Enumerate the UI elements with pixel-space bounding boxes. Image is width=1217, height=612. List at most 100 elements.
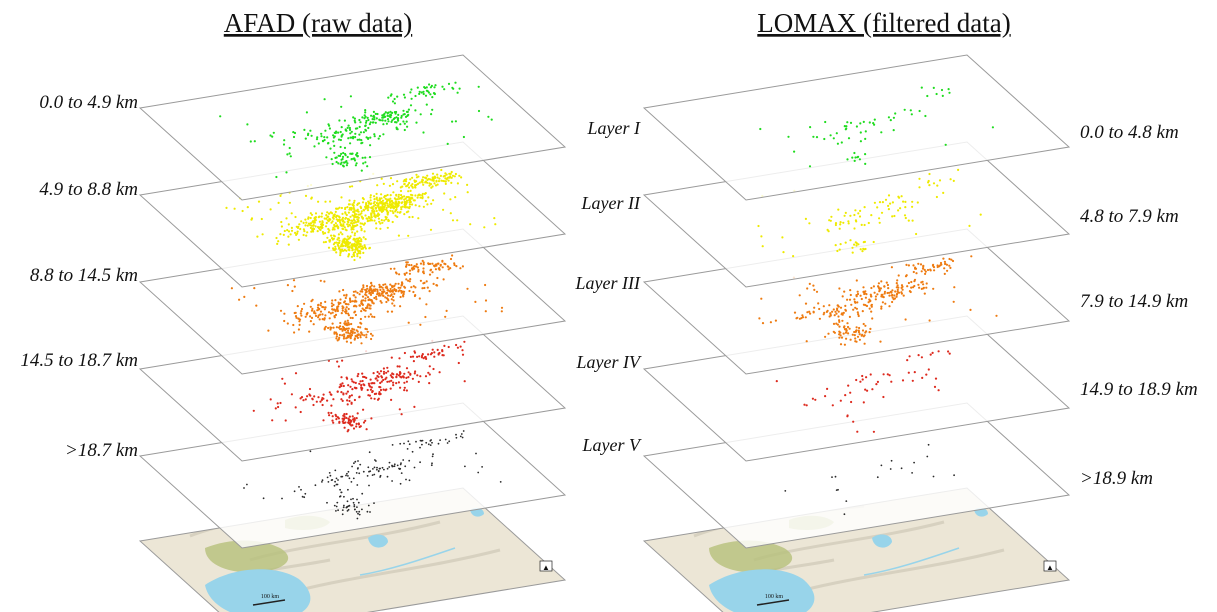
epicenter-dot xyxy=(846,325,850,329)
epicenter-dot xyxy=(302,399,305,402)
epicenter-dot xyxy=(904,318,907,321)
epicenter-dot xyxy=(894,290,897,293)
epicenter-dot xyxy=(403,200,406,203)
epicenter-dot xyxy=(408,443,411,446)
epicenter-dot xyxy=(345,249,348,252)
epicenter-dot xyxy=(396,373,399,376)
scale-bar-line xyxy=(756,599,790,606)
epicenter-dot xyxy=(402,93,406,96)
epicenter-dot xyxy=(350,378,353,381)
epicenter-dot xyxy=(353,508,356,511)
epicenter-dot xyxy=(858,338,862,341)
epicenter-dot xyxy=(925,286,928,289)
epicenter-dot xyxy=(348,185,352,188)
epicenter-dot xyxy=(857,155,860,158)
epicenter-dot xyxy=(387,205,390,208)
epicenter-dot xyxy=(831,404,834,407)
epicenter-dot xyxy=(352,501,355,504)
epicenter-dot xyxy=(843,214,846,217)
epicenter-dot xyxy=(400,114,403,118)
epicenter-dot xyxy=(892,116,896,119)
epicenter-dot xyxy=(387,111,390,114)
epicenter-dot xyxy=(347,211,350,214)
epicenter-dot xyxy=(855,242,858,245)
epicenter-dot xyxy=(418,355,421,358)
epicenter-dot xyxy=(356,467,359,470)
epicenter-dot xyxy=(367,204,370,207)
epicenter-dot xyxy=(403,96,406,99)
epicenter-dot xyxy=(949,266,952,269)
epicenter-dot xyxy=(377,397,380,400)
epicenter-dot xyxy=(345,412,348,416)
epicenter-dot xyxy=(853,159,856,162)
epicenter-dot xyxy=(317,396,320,399)
epicenter-dot xyxy=(348,203,351,206)
epicenter-dot xyxy=(349,423,352,426)
epicenter-dot xyxy=(347,505,350,507)
epicenter-dot xyxy=(903,214,907,217)
epicenter-dot xyxy=(337,227,340,230)
epicenter-dot xyxy=(408,269,412,272)
epicenter-dot xyxy=(299,397,302,400)
epicenter-dot xyxy=(359,463,362,466)
epicenter-dot xyxy=(356,291,359,294)
epicenter-dot xyxy=(801,316,805,319)
epicenter-dot xyxy=(372,121,375,124)
epicenter-dot xyxy=(499,481,502,483)
epicenter-dot xyxy=(396,95,399,98)
epicenter-dot xyxy=(335,207,338,210)
epicenter-dot xyxy=(309,212,312,215)
afad-depth-label-2: 4.9 to 8.8 km xyxy=(39,179,138,200)
epicenter-dot xyxy=(345,331,348,334)
epicenter-dot xyxy=(345,164,348,167)
epicenter-dot xyxy=(394,198,397,201)
epicenter-dot xyxy=(246,483,248,486)
epicenter-dot xyxy=(230,287,233,290)
epicenter-dot xyxy=(348,245,351,248)
epicenter-dot xyxy=(341,334,344,337)
epicenter-dot xyxy=(350,334,353,337)
epicenter-dot xyxy=(869,327,872,330)
epicenter-dot xyxy=(878,221,881,224)
epicenter-dot xyxy=(433,182,436,185)
epicenter-dot xyxy=(367,382,370,385)
epicenter-dot xyxy=(386,226,389,229)
epicenter-dot xyxy=(304,218,307,221)
epicenter-dot xyxy=(403,122,406,125)
epicenter-dot xyxy=(835,322,838,325)
epicenter-dot xyxy=(243,487,245,489)
epicenter-dot xyxy=(403,203,406,206)
epicenter-dot xyxy=(392,117,395,121)
epicenter-dot xyxy=(858,158,862,161)
epicenter-dot xyxy=(318,220,321,223)
epicenter-dot xyxy=(411,183,414,186)
epicenter-dot xyxy=(390,379,393,382)
epicenter-dot xyxy=(384,201,387,204)
epicenter-dot xyxy=(434,268,437,271)
epicenter-dot xyxy=(396,203,399,206)
epicenter-dot xyxy=(835,489,838,491)
epicenter-dot xyxy=(339,254,342,257)
epicenter-dot xyxy=(350,402,353,405)
epicenter-dot xyxy=(347,237,350,240)
epicenter-dot xyxy=(451,86,454,89)
epicenter-dot xyxy=(327,411,330,414)
epicenter-dot xyxy=(343,221,346,224)
epicenter-dot xyxy=(758,317,761,320)
epicenter-dot xyxy=(253,140,256,143)
epicenter-dot xyxy=(334,210,337,213)
epicenter-dot xyxy=(875,383,878,386)
epicenter-dot xyxy=(378,385,381,389)
epicenter-dot xyxy=(395,121,398,124)
epicenter-dot xyxy=(373,502,375,504)
epicenter-dot xyxy=(352,221,356,224)
epicenter-dot xyxy=(371,334,374,337)
epicenter-dot xyxy=(927,181,930,184)
epicenter-dot xyxy=(384,283,387,286)
epicenter-dot xyxy=(333,235,336,238)
scale-bar: 100 km xyxy=(252,594,286,606)
epicenter-dot xyxy=(423,281,426,284)
epicenter-dot xyxy=(323,328,326,331)
epicenter-dot xyxy=(979,213,982,216)
epicenter-dot xyxy=(332,140,335,143)
